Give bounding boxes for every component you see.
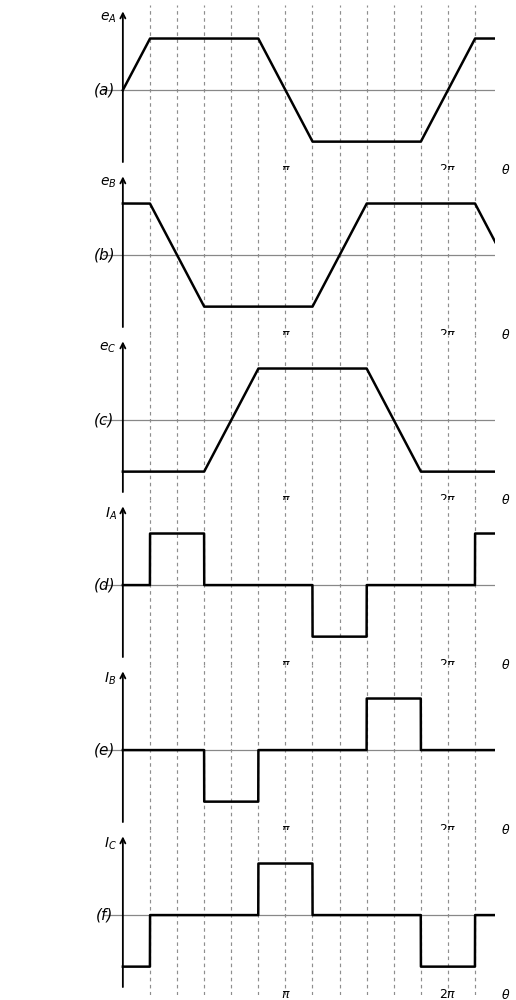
Text: $\pi$: $\pi$	[281, 988, 290, 1000]
Text: $2\pi$: $2\pi$	[439, 658, 457, 671]
Text: (e): (e)	[93, 743, 115, 758]
Text: (c): (c)	[94, 413, 115, 428]
Text: $\theta$: $\theta$	[501, 493, 510, 507]
Text: $2\pi$: $2\pi$	[439, 988, 457, 1000]
Text: (a): (a)	[93, 83, 115, 98]
Text: (f): (f)	[95, 908, 113, 923]
Text: $I_B$: $I_B$	[104, 670, 117, 687]
Text: $\pi$: $\pi$	[281, 823, 290, 836]
Text: $I_C$: $I_C$	[104, 835, 117, 852]
Text: $2\pi$: $2\pi$	[439, 328, 457, 341]
Text: (b): (b)	[93, 248, 115, 263]
Text: $2\pi$: $2\pi$	[439, 823, 457, 836]
Text: $\theta$: $\theta$	[501, 823, 510, 837]
Text: $\theta$: $\theta$	[501, 658, 510, 672]
Text: $\theta$: $\theta$	[501, 328, 510, 342]
Text: $\pi$: $\pi$	[281, 163, 290, 176]
Text: $2\pi$: $2\pi$	[439, 163, 457, 176]
Text: $2\pi$: $2\pi$	[439, 493, 457, 506]
Text: $\theta$: $\theta$	[501, 988, 510, 1000]
Text: (d): (d)	[93, 578, 115, 593]
Text: $\pi$: $\pi$	[281, 493, 290, 506]
Text: $e_B$: $e_B$	[100, 175, 117, 190]
Text: $I_A$: $I_A$	[105, 505, 117, 522]
Text: $e_A$: $e_A$	[100, 10, 117, 25]
Text: $e_C$: $e_C$	[100, 340, 117, 355]
Text: $\pi$: $\pi$	[281, 328, 290, 341]
Text: $\theta$: $\theta$	[501, 163, 510, 177]
Text: $\pi$: $\pi$	[281, 658, 290, 671]
